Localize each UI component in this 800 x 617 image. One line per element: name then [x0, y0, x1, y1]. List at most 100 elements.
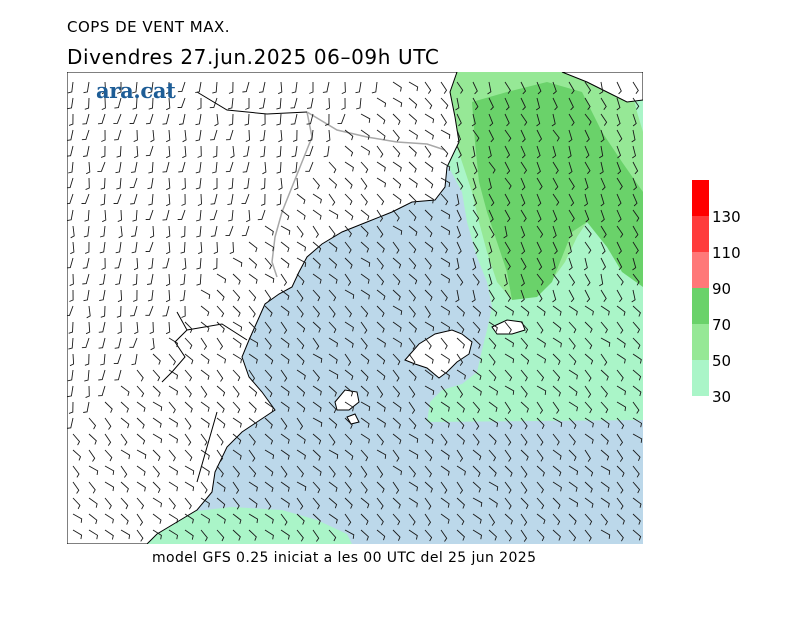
- wind-barb: [392, 497, 401, 509]
- wind-barb: [536, 273, 544, 286]
- wind-barb: [264, 241, 274, 252]
- wind-barb: [376, 161, 386, 172]
- wind-barb: [200, 433, 208, 446]
- wind-barb: [360, 241, 370, 253]
- wind-barb: [552, 465, 562, 477]
- wind-barb: [168, 337, 178, 348]
- wind-barb: [216, 513, 226, 524]
- wind-barb: [114, 257, 122, 269]
- wind-barb: [584, 417, 594, 428]
- wind-barb: [600, 97, 607, 110]
- wind-barb: [296, 305, 304, 318]
- legend-swatch: [692, 180, 709, 216]
- wind-barb: [408, 401, 416, 414]
- wind-barb: [166, 81, 171, 95]
- wind-barb: [120, 417, 130, 429]
- wind-barb: [584, 289, 591, 303]
- wind-barb: [229, 241, 234, 255]
- wind-barb: [264, 433, 274, 445]
- wind-barb: [129, 177, 138, 189]
- wind-barb: [117, 209, 122, 223]
- wind-barb: [440, 161, 451, 171]
- wind-barb: [536, 161, 541, 175]
- wind-barb: [632, 241, 639, 254]
- wind-barb: [264, 225, 274, 236]
- wind-barb: [520, 513, 528, 526]
- wind-barb: [424, 529, 433, 542]
- wind-barb: [552, 337, 562, 348]
- wind-barb: [323, 145, 330, 158]
- wind-barb: [312, 305, 320, 318]
- wind-barb: [520, 385, 528, 398]
- wind-barb: [312, 529, 320, 542]
- wind-barb: [520, 417, 528, 430]
- wind-barb: [88, 481, 96, 494]
- wind-barb: [280, 417, 288, 430]
- wind-barb: [392, 241, 400, 254]
- wind-barb: [584, 433, 594, 444]
- wind-barb: [487, 81, 492, 95]
- wind-barb: [133, 129, 138, 143]
- wind-barb: [376, 257, 384, 270]
- wind-barb: [180, 225, 186, 238]
- wind-barb: [184, 401, 193, 413]
- wind-barb: [296, 465, 304, 478]
- wind-barb: [552, 177, 559, 191]
- wind-barb: [227, 97, 234, 110]
- wind-barb: [408, 385, 416, 398]
- wind-barb: [248, 513, 259, 524]
- wind-barb: [213, 241, 218, 255]
- wind-barb: [472, 209, 480, 222]
- legend-label: 70: [712, 316, 732, 334]
- wind-barb: [424, 481, 433, 493]
- wind-barb: [488, 305, 498, 317]
- wind-barb: [131, 81, 138, 94]
- wind-barb: [260, 177, 266, 190]
- wind-barb: [376, 273, 385, 286]
- wind-barb: [85, 385, 90, 399]
- wind-barb: [392, 465, 402, 476]
- wind-barb: [195, 81, 202, 94]
- wind-barb: [344, 369, 354, 381]
- wind-barb: [440, 385, 448, 398]
- wind-barb: [132, 273, 138, 286]
- wind-barb: [179, 289, 186, 302]
- wind-barb: [408, 481, 418, 492]
- wind-barb: [232, 513, 242, 525]
- wind-barb: [568, 497, 579, 508]
- wind-barb: [360, 225, 369, 237]
- wind-barb: [165, 289, 171, 303]
- wind-barb: [264, 305, 273, 317]
- wind-barb: [148, 161, 154, 174]
- wind-barb: [472, 449, 482, 461]
- wind-barb: [360, 513, 369, 525]
- wind-barb: [424, 257, 432, 270]
- wind-barb: [200, 353, 210, 365]
- wind-barb: [408, 449, 419, 460]
- wind-barb: [408, 529, 418, 540]
- wind-barb: [162, 113, 170, 125]
- wind-barb: [536, 129, 543, 143]
- wind-barb: [276, 97, 282, 110]
- wind-barb: [166, 193, 171, 207]
- wind-barb: [472, 193, 478, 207]
- wind-barb: [424, 113, 435, 124]
- wind-barb: [312, 241, 322, 253]
- wind-barb: [600, 321, 608, 334]
- wind-barb: [212, 257, 218, 270]
- wind-barb: [392, 529, 401, 541]
- wind-barb: [488, 481, 499, 491]
- wind-barb: [344, 449, 354, 461]
- wind-barb: [520, 161, 528, 174]
- wind-barb: [99, 273, 106, 286]
- wind-barb: [248, 449, 256, 462]
- wind-barb: [84, 209, 90, 222]
- wind-barb: [196, 257, 202, 270]
- wind-barb: [200, 529, 208, 542]
- wind-barb: [376, 433, 384, 446]
- wind-barb: [488, 401, 498, 412]
- wind-barb: [264, 465, 274, 477]
- wind-barb: [360, 481, 368, 494]
- wind-barb: [616, 513, 625, 525]
- wind-barb: [408, 177, 418, 188]
